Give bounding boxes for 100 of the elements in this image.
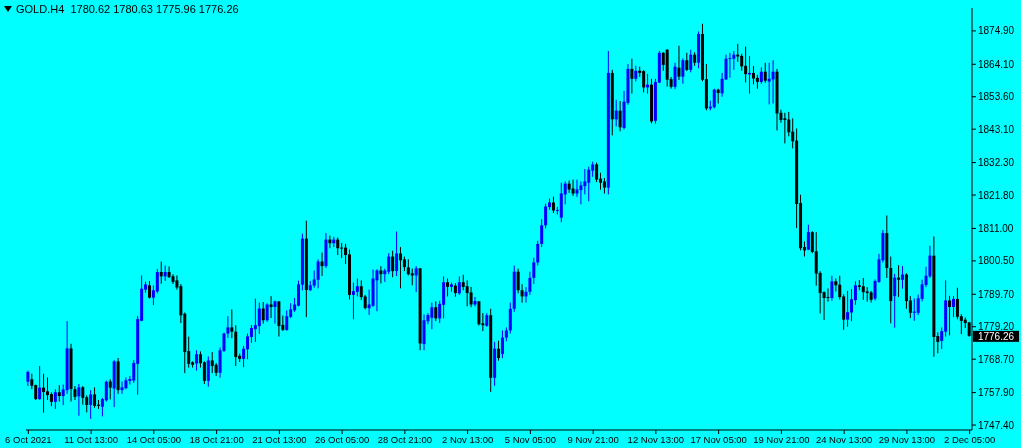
candlestick xyxy=(771,59,775,105)
candlestick xyxy=(544,203,548,229)
candlestick xyxy=(81,385,85,406)
candlestick xyxy=(791,117,795,149)
candlestick xyxy=(497,340,501,362)
y-tick-label: 1864.10 xyxy=(978,58,1015,70)
x-tick-label: 5 Nov 05:00 xyxy=(504,433,556,445)
y-tick-label: 1747.40 xyxy=(978,419,1015,431)
candlestick xyxy=(955,287,959,320)
candlestick xyxy=(763,62,767,84)
y-tick-label: 1779.20 xyxy=(978,321,1015,333)
x-tick-label: 21 Oct 13:00 xyxy=(252,433,307,445)
candlestick xyxy=(540,218,544,248)
candlestick xyxy=(767,62,771,105)
x-tick-label: 2 Nov 13:00 xyxy=(442,433,494,445)
candlestick xyxy=(685,52,689,72)
candlestick xyxy=(850,288,854,322)
candlestick xyxy=(861,277,865,301)
y-tick-label: 1874.90 xyxy=(978,25,1015,37)
candlestick xyxy=(673,62,677,90)
y-tick-label: 1843.10 xyxy=(978,123,1015,135)
candlestick xyxy=(210,351,214,374)
candlestick xyxy=(689,49,693,73)
candlestick xyxy=(77,383,81,417)
candlestick xyxy=(422,313,426,351)
candlestick xyxy=(395,231,399,277)
candlestick xyxy=(587,166,591,202)
x-tick-label: 24 Nov 13:00 xyxy=(815,433,873,445)
y-tick-label: 1757.90 xyxy=(978,387,1015,399)
candlestick xyxy=(787,111,791,137)
y-tick-label: 1768.70 xyxy=(978,353,1015,365)
candlestick xyxy=(536,240,540,267)
candlestick xyxy=(508,302,512,335)
candlestick xyxy=(120,380,124,395)
candlestick xyxy=(901,265,905,290)
candlestick xyxy=(846,290,850,328)
candlestick xyxy=(261,301,265,325)
candlestick xyxy=(952,295,955,318)
candlestick xyxy=(379,265,383,284)
candlestick xyxy=(265,302,269,323)
candlestick xyxy=(473,296,477,307)
y-tick-label: 1853.60 xyxy=(978,91,1015,103)
candlestick xyxy=(273,299,277,325)
candlestick xyxy=(897,264,901,298)
candlestick xyxy=(442,275,446,319)
x-tick-label: 9 Nov 21:00 xyxy=(567,433,619,445)
candlestick xyxy=(253,298,257,343)
x-tick-label: 17 Nov 05:00 xyxy=(690,433,747,445)
candlestick xyxy=(465,279,469,307)
candlestick xyxy=(269,295,273,319)
candlestick xyxy=(469,286,473,308)
candlestick xyxy=(159,261,163,285)
candlestick xyxy=(414,265,418,293)
candlestick xyxy=(595,162,599,183)
candlestick xyxy=(316,258,320,289)
y-tick-label: 1811.00 xyxy=(978,222,1014,234)
x-tick-label: 29 Nov 13:00 xyxy=(878,433,936,445)
candlestick xyxy=(826,287,830,303)
candlestick xyxy=(614,99,618,127)
y-tick-label: 1821.80 xyxy=(978,189,1015,201)
candlestick xyxy=(806,224,810,251)
y-tick-label: 1789.70 xyxy=(978,288,1015,300)
x-tick-label: 12 Nov 13:00 xyxy=(627,433,685,445)
candlestick xyxy=(681,57,685,85)
candlestick xyxy=(457,275,461,296)
candlestick xyxy=(230,308,234,339)
candlestick xyxy=(104,380,108,403)
candlestick xyxy=(477,300,481,326)
candlestick xyxy=(618,100,622,132)
candlestick xyxy=(575,179,579,198)
x-tick-label: 26 Oct 05:00 xyxy=(314,433,370,445)
candlestick xyxy=(155,268,159,294)
candlestick xyxy=(257,302,261,335)
x-tick-label: 2 Dec 05:00 xyxy=(944,433,996,445)
candlestick xyxy=(46,376,49,401)
candlestick xyxy=(351,282,355,320)
candlestick xyxy=(340,242,344,259)
x-tick-label: 19 Nov 21:00 xyxy=(753,433,810,445)
candlestick xyxy=(42,373,46,414)
candlestick xyxy=(430,302,434,330)
x-tick-label: 11 Oct 13:00 xyxy=(64,433,118,445)
candlestick xyxy=(53,388,57,410)
candlestick xyxy=(242,345,246,368)
candlestick xyxy=(677,45,681,81)
candlestick xyxy=(642,69,646,93)
x-tick-label: 14 Oct 05:00 xyxy=(126,433,182,445)
candlestick xyxy=(579,180,583,205)
candlestick xyxy=(712,88,716,109)
candlestick xyxy=(398,246,402,289)
chart-title: GOLD.H4 1780.62 1780.63 1775.96 1776.26 xyxy=(16,3,239,15)
candlestick xyxy=(387,252,391,275)
x-tick-label: 6 Oct 2021 xyxy=(5,433,52,445)
candlestick xyxy=(830,275,834,302)
candlestick xyxy=(783,112,787,144)
candlestick xyxy=(434,300,438,322)
candlestick xyxy=(375,268,379,312)
candlestick xyxy=(206,355,210,388)
candlestick xyxy=(948,295,952,336)
x-tick-label: 18 Oct 21:00 xyxy=(189,433,244,445)
candlestick xyxy=(893,273,897,329)
